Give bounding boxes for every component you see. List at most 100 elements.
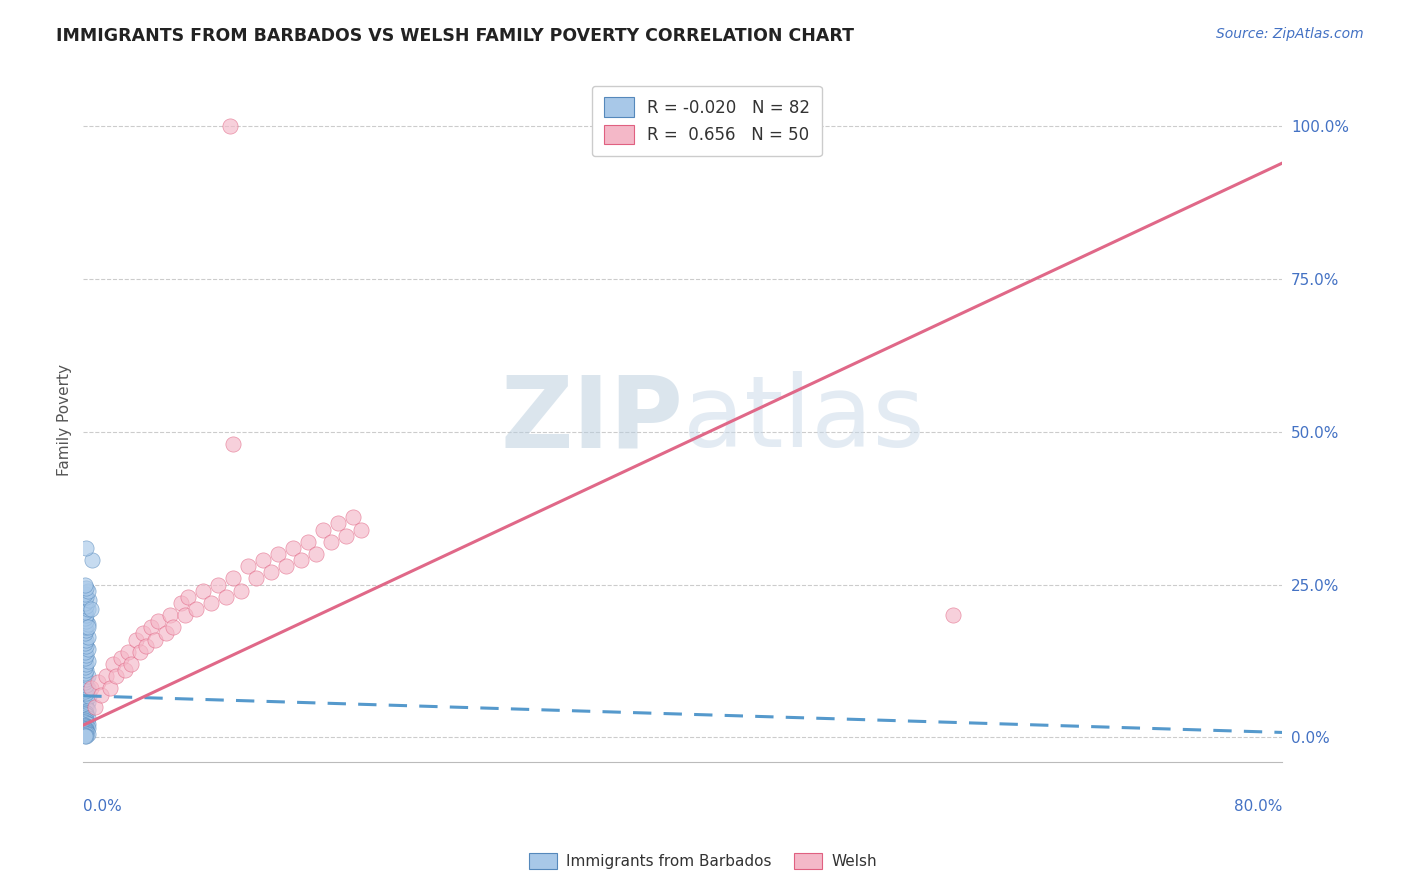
Point [177,590,200,604]
Point [73,605,96,619]
Point [84,699,107,714]
Point [73,684,96,698]
Point [290,553,312,567]
Point [76,721,98,735]
Point [76,717,98,731]
Point [75,724,97,739]
Point [73,728,96,742]
Point [75,690,97,705]
Point [73,724,96,739]
Point [114,663,136,677]
Point [159,608,181,623]
Point [200,596,222,610]
Point [148,614,170,628]
Point [73,577,96,591]
Point [76,681,98,696]
Point [73,714,96,729]
Point [326,516,349,531]
Point [76,654,98,668]
Point [73,587,96,601]
Point [73,726,96,740]
Text: 0.0%: 0.0% [83,799,122,814]
Point [75,712,97,726]
Point [75,716,97,731]
Point [135,639,157,653]
Point [207,577,229,591]
Point [75,706,97,720]
Point [73,723,96,738]
Point [75,657,97,671]
Point [73,626,96,640]
Point [76,602,98,616]
Point [222,572,245,586]
Point [245,572,267,586]
Point [349,523,371,537]
Point [73,620,96,634]
Point [110,651,132,665]
Point [75,541,97,555]
Point [238,559,260,574]
Point [73,645,96,659]
Point [73,651,96,665]
Point [120,657,142,671]
Point [222,437,245,451]
Point [75,698,97,713]
Point [75,686,97,700]
Point [75,714,97,729]
Point [73,707,96,722]
Point [73,611,96,625]
Legend: Immigrants from Barbados, Welsh: Immigrants from Barbados, Welsh [523,847,883,875]
Point [75,723,97,737]
Point [75,719,97,733]
Point [281,541,304,555]
Point [174,608,197,623]
Point [229,583,252,598]
Point [76,620,98,634]
Point [942,608,965,623]
Point [98,681,121,696]
Point [73,635,96,649]
Point [75,701,97,715]
Point [73,675,96,690]
Point [125,632,148,647]
Point [155,626,177,640]
Point [129,645,152,659]
Point [139,620,162,634]
Point [75,648,97,662]
Point [73,697,96,711]
Point [75,727,97,741]
Point [80,602,103,616]
Text: atlas: atlas [683,371,925,468]
Point [76,695,98,709]
Point [79,592,101,607]
Point [75,639,97,653]
Point [76,641,98,656]
Point [184,602,207,616]
Point [162,620,184,634]
Point [75,725,97,739]
Y-axis label: Family Poverty: Family Poverty [58,364,72,475]
Point [219,120,242,134]
Point [75,599,97,613]
Point [73,723,96,737]
Point [267,547,290,561]
Point [73,666,96,681]
Text: IMMIGRANTS FROM BARBADOS VS WELSH FAMILY POVERTY CORRELATION CHART: IMMIGRANTS FROM BARBADOS VS WELSH FAMILY… [56,27,855,45]
Point [103,657,125,671]
Point [76,711,98,725]
Point [274,559,297,574]
Point [75,608,97,623]
Point [75,678,97,692]
Point [76,617,98,632]
Point [73,713,96,727]
Point [94,669,117,683]
Point [75,614,97,628]
Point [73,721,96,735]
Point [90,688,112,702]
Point [76,583,98,598]
Point [304,547,326,561]
Text: Source: ZipAtlas.com: Source: ZipAtlas.com [1216,27,1364,41]
Point [75,632,97,647]
Point [105,669,128,683]
Point [75,663,97,677]
